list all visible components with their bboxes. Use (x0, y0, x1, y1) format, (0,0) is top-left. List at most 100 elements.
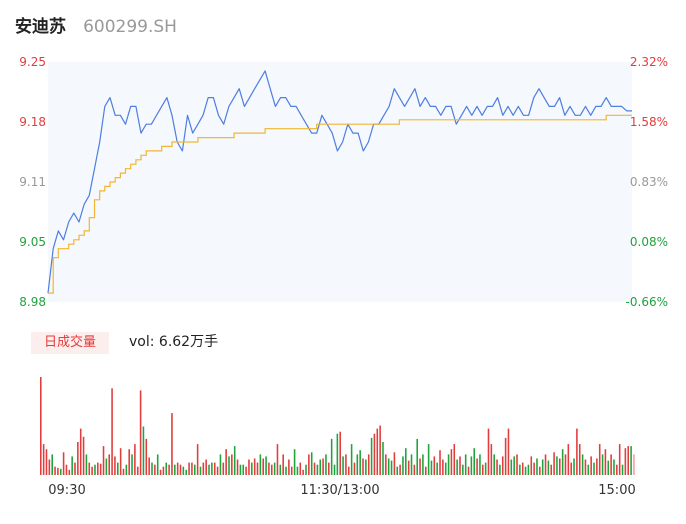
volume-bar (236, 459, 239, 475)
volume-bar (356, 454, 359, 475)
volume-bar (77, 442, 79, 475)
volume-bar (242, 464, 245, 475)
volume-bar (479, 454, 481, 475)
y-left-tick-label: 9.05 (19, 235, 46, 249)
volume-bar (501, 456, 504, 475)
volume-bar (476, 458, 478, 475)
volume-bar (593, 462, 595, 475)
volume-bar (413, 464, 416, 475)
volume-bar (205, 459, 207, 475)
volume-bar (393, 452, 396, 475)
volume-bar (459, 456, 461, 475)
volume-tab[interactable]: 日成交量 (31, 332, 109, 354)
volume-bar (139, 390, 142, 475)
volume-bar (527, 464, 530, 475)
volume-bar (302, 469, 304, 475)
x-axis: 09:30 11:30/13:00 15:00 (48, 483, 635, 498)
volume-label: vol: (129, 334, 155, 350)
volume-bar (598, 444, 601, 475)
volume-bar (365, 459, 367, 475)
volume-bar (88, 462, 91, 475)
volume-bar (42, 444, 45, 475)
volume-bar (251, 462, 253, 475)
volume-bar (191, 462, 193, 475)
volume-bar (310, 452, 313, 475)
volume-bar (473, 448, 476, 475)
price-line (47, 70, 632, 294)
volume-bar (128, 449, 130, 475)
volume-bar (105, 458, 108, 475)
volume-bar (610, 454, 612, 475)
volume-bar (62, 452, 65, 475)
volume-bar (268, 462, 270, 475)
volume-bar (333, 464, 336, 475)
volume-bar (91, 466, 93, 475)
volume-bar (322, 458, 324, 475)
volume-bar (213, 462, 216, 475)
volume-bar (353, 462, 356, 475)
volume-bar (536, 458, 538, 475)
volume-bar (456, 459, 458, 475)
volume-bar (136, 466, 139, 475)
volume-bar (396, 466, 399, 475)
volume-bar (199, 466, 202, 475)
y-left-tick-label: 9.11 (19, 175, 46, 189)
volume-bar (362, 458, 364, 475)
volume-bar (59, 468, 62, 475)
volume-bar (117, 462, 119, 475)
volume-bar (222, 462, 225, 475)
volume-bar (208, 464, 210, 475)
volume-bar (313, 462, 316, 475)
volume-bar (111, 388, 113, 475)
volume-bar (182, 466, 185, 475)
volume-bar (265, 456, 267, 475)
volume-bar (504, 437, 507, 475)
volume-bars (40, 377, 635, 475)
volume-bar (584, 459, 587, 475)
y-right-tick-label: -0.66% (626, 295, 668, 309)
y-right-tick-label: 1.58% (630, 115, 668, 129)
volume-bar (367, 454, 370, 475)
volume-bar (239, 464, 242, 475)
volume-bar (513, 456, 515, 475)
volume-bar (293, 449, 296, 475)
volume-bar (54, 466, 56, 475)
volume-bar (519, 464, 521, 475)
stock-code: 600299.SH (83, 17, 177, 37)
x-tick-label: 09:30 (48, 483, 85, 498)
volume-bar (499, 464, 501, 475)
volume-bar (342, 456, 344, 475)
volume-bar (442, 459, 444, 475)
volume-bar (570, 462, 572, 475)
volume-bar (370, 437, 373, 475)
volume-bar (482, 464, 484, 475)
volume-bar (567, 444, 570, 475)
volume-bar (179, 464, 182, 475)
volume-readout: vol: 6.62万手 (129, 332, 218, 352)
volume-bar (576, 428, 578, 475)
y-right-tick-label: 0.08% (630, 235, 668, 249)
price-chart (47, 70, 632, 294)
volume-bar (587, 464, 590, 475)
volume-bar (168, 464, 170, 475)
volume-bar (211, 462, 213, 475)
volume-bar (633, 454, 635, 475)
volume-bar (339, 431, 341, 475)
volume-bar (559, 458, 561, 475)
y-right-tick-label: 0.83% (630, 175, 668, 189)
volume-bar (319, 459, 322, 475)
volume-bar (174, 464, 176, 475)
volume-bar (530, 456, 533, 475)
volume-bar (601, 454, 604, 475)
volume-bar (273, 462, 276, 475)
volume-bar (376, 428, 379, 475)
volume-bar (156, 454, 159, 475)
volume-bar (325, 454, 327, 475)
volume-bar (496, 459, 498, 475)
stock-header: 安迪苏 600299.SH (15, 12, 177, 40)
volume-bar (122, 468, 125, 475)
volume-bar (82, 436, 85, 475)
volume-bar (94, 464, 96, 475)
volume-bar (296, 466, 299, 475)
